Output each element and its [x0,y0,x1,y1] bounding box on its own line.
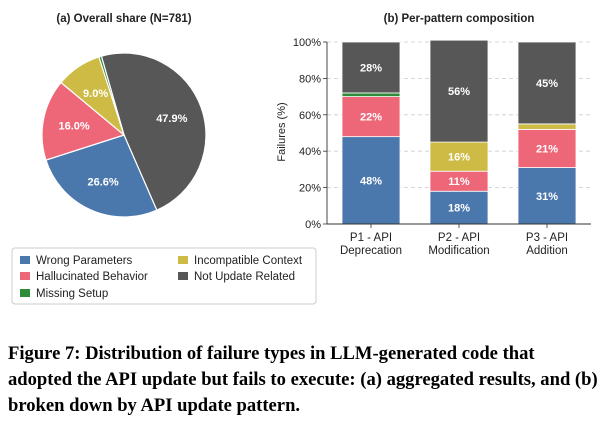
legend-swatch [20,272,30,280]
figure: (a) Overall share (N=781) 47.9% 26.6% 16.0… [11,13,591,305]
bar-segment-not-update-related [517,41,577,125]
bar-label: 16% [448,152,470,164]
pie-label: 16.0% [58,120,89,132]
pie-slice-not-update-related [100,52,207,211]
bar-segment-not-update-related [341,41,401,94]
y-tick-label: 60% [299,110,321,122]
bar-label: 11% [448,176,470,188]
legend-swatch [178,272,188,280]
legend-swatch [20,289,30,297]
bar-title: (b) Per-pattern composition [384,13,535,25]
bar-segment-wrong-parameters [517,167,577,225]
bar-y-axis: 0% 20% 40% 60% 80% 100% [293,37,328,231]
legend-label: Wrong Parameters [36,255,133,267]
legend-swatch [178,256,188,264]
bar-label: 22% [360,112,382,124]
bar-segment-wrong-parameters [341,136,401,225]
bar-label: 56% [448,86,470,98]
bar-y-axis-label: Failures (%) [276,102,288,161]
pie-slice-hallucinated-behavior [41,81,126,161]
pie-label: 47.9% [156,113,187,125]
bar-label: 18% [448,203,470,215]
legend-label: Missing Setup [36,288,108,300]
bar-label: 28% [360,63,382,75]
legend-box [11,247,317,305]
legend-label: Hallucinated Behavior [36,271,148,283]
y-tick-label: 80% [299,73,321,85]
y-tick-label: 0% [305,219,321,231]
bar-segment-missing-setup [341,92,401,97]
bar-label: 48% [360,175,382,187]
x-tick-label: P2 - API [438,232,480,244]
x-tick-label: P1 - API [350,232,392,244]
x-tick-label: P3 - API [526,232,568,244]
x-tick-label: Deprecation [340,245,402,257]
bar-segment-hallucinated-behavior [517,128,577,168]
bar-segment-incompatible-context [517,123,577,130]
legend: Wrong Parameters Incompatible Context Hall… [11,247,317,305]
y-tick-label: 100% [293,37,321,49]
pie-title: (a) Overall share (N=781) [56,13,191,25]
bar-label: 45% [536,78,558,90]
bar-label: 31% [536,191,558,203]
figure-caption: Figure 7: Distribution of failure types … [8,343,598,416]
legend-label: Not Update Related [194,271,295,283]
bar-chart: 48% 22% 28% 18% 11% 16% 56% 31% 21% 45% [341,39,577,225]
y-tick-label: 40% [299,146,321,158]
x-tick-label: Addition [526,245,568,257]
y-tick-label: 20% [299,183,321,195]
pie-chart: 47.9% 26.6% 16.0% 9.0% [41,52,207,218]
legend-swatch [20,256,30,264]
x-tick-label: Modification [428,245,489,257]
bar-label: 21% [536,144,558,156]
pie-slice-wrong-parameters [45,134,158,218]
bar-segment-hallucinated-behavior [341,96,401,138]
pie-label: 26.6% [87,176,118,188]
pie-slice-missing-setup [98,55,125,136]
bar-segment-not-update-related [429,39,489,143]
legend-label: Incompatible Context [194,255,303,267]
pie-label: 9.0% [83,88,108,100]
